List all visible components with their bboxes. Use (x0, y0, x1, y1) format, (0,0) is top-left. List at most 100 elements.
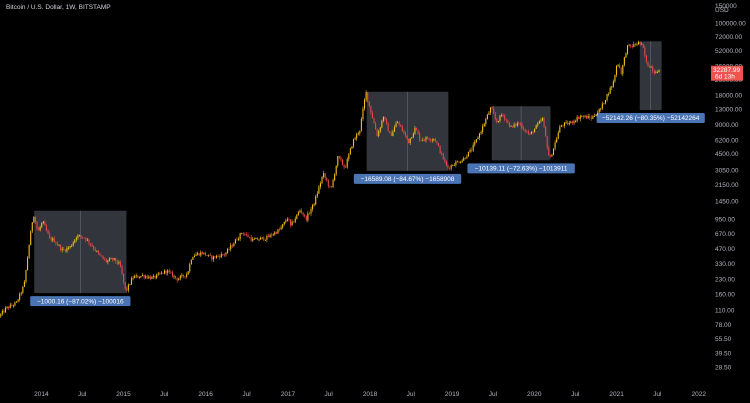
candle-body (58, 245, 60, 246)
candle-body (189, 264, 191, 272)
candle-body (540, 120, 542, 122)
candle-body (449, 168, 451, 169)
candle-body (474, 141, 476, 145)
candle-body (615, 65, 618, 75)
y-tick-label: 72000.00 (715, 34, 742, 41)
candle-body (433, 139, 435, 141)
candle-body (557, 132, 559, 139)
candle-body (390, 132, 392, 137)
candle-body (30, 231, 32, 246)
candle-body (89, 243, 92, 245)
candle-body (606, 94, 608, 101)
candle-body (231, 245, 233, 247)
candle-body (373, 118, 375, 124)
candle-body (365, 92, 367, 100)
candle-body (554, 142, 556, 149)
y-tick-label: 6200.00 (715, 137, 739, 144)
candles (0, 40, 660, 318)
candle-body (563, 122, 566, 126)
candle-body (351, 146, 353, 149)
candle-body (61, 248, 63, 250)
candle-body (519, 123, 521, 125)
candle-body (530, 131, 533, 134)
candle-body (338, 156, 340, 158)
y-tick-label: 39.50 (715, 351, 732, 358)
candle-body (360, 118, 362, 131)
candle-body (195, 254, 197, 256)
candle-body (499, 115, 501, 121)
candle-body (274, 232, 276, 235)
candle-body (371, 112, 373, 119)
candle-body (60, 245, 62, 250)
x-tick-label: 2015 (116, 391, 131, 398)
candle-body (438, 143, 440, 147)
candle-body (644, 47, 646, 56)
candle-body (614, 74, 616, 82)
candle-body (343, 164, 345, 168)
candle-body (601, 103, 603, 109)
candle-body (496, 119, 498, 123)
candle-body (31, 222, 33, 232)
candle-body (541, 118, 544, 121)
x-tick-label: Jul (407, 391, 416, 398)
candle-body (192, 257, 194, 260)
range-label: −1000.16 (−87.02%) −100016 (37, 298, 124, 305)
candle-body (524, 129, 526, 132)
candle-body (582, 116, 584, 117)
candle-body (397, 122, 399, 124)
candle-body (219, 256, 221, 258)
candle-body (408, 138, 410, 144)
candle-body (209, 254, 211, 256)
candle-body (242, 233, 244, 235)
candle-body (415, 127, 418, 131)
candle-body (612, 81, 614, 87)
candle-body (603, 103, 605, 105)
candle-body (650, 66, 652, 68)
candle-body (655, 72, 657, 74)
candle-body (406, 135, 408, 139)
candle-body (162, 272, 164, 274)
candle-body (245, 234, 247, 236)
candle-body (590, 117, 592, 119)
y-tick-label: 1450.00 (715, 199, 739, 206)
candle-body (20, 292, 22, 294)
candle-body (215, 255, 218, 258)
candle-body (141, 275, 144, 276)
candle-body (41, 222, 43, 227)
candle-body (56, 243, 59, 246)
candle-body (570, 121, 572, 124)
candle-body (293, 221, 295, 223)
candle-body (165, 270, 167, 273)
candle-body (151, 276, 153, 279)
candle-body (341, 159, 344, 165)
candle-body (575, 121, 577, 122)
candle-body (126, 288, 128, 291)
candle-body (382, 116, 384, 121)
candle-body (502, 115, 504, 116)
candle-body (568, 123, 570, 125)
candle-body (489, 107, 492, 113)
candle-body (201, 252, 203, 254)
candle-body (124, 282, 126, 289)
candle-body (140, 275, 142, 278)
range-label: −16589.08 (−84.67%) −1658908 (361, 176, 455, 183)
candle-body (269, 234, 271, 238)
candle-body (579, 116, 581, 119)
candle-body (414, 127, 416, 134)
candle-body (160, 272, 162, 274)
candle-body (307, 213, 309, 221)
candle-body (534, 128, 536, 133)
candle-body (458, 161, 460, 163)
candle-body (628, 44, 630, 46)
candle-body (622, 64, 624, 74)
candle-body (439, 146, 441, 154)
candle-body (93, 246, 95, 249)
candle-body (335, 165, 337, 175)
candle-body (204, 252, 207, 256)
candle-body (67, 247, 70, 249)
candle-body (362, 108, 364, 119)
candle-body (645, 55, 647, 62)
y-tick-label: 52000.00 (715, 48, 742, 55)
candle-body (573, 121, 575, 124)
